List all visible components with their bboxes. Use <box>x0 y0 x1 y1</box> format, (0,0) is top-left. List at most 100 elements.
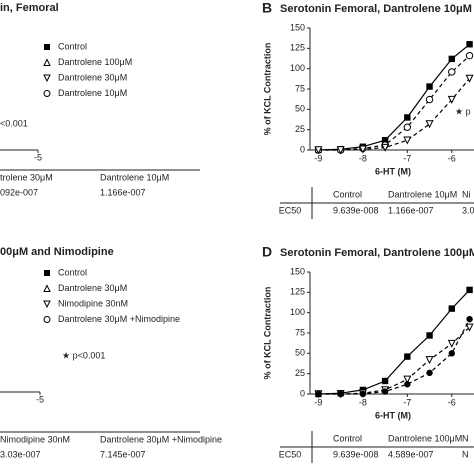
x-tick-label: -9 <box>314 153 322 163</box>
legend-icon <box>43 284 51 292</box>
y-tick-label: 125 <box>290 43 305 53</box>
data-point <box>426 369 433 377</box>
table-cell: 4.589e-007 <box>388 449 434 459</box>
legend-icon <box>43 316 51 323</box>
legend-label: Dantrolene 30μM <box>58 283 127 293</box>
table-cell: 3.03e-007 <box>0 449 41 459</box>
x-axis-label: 6-HT (M) <box>375 410 411 420</box>
data-point <box>466 41 473 48</box>
y-tick-label: 25 <box>295 124 305 134</box>
series-line <box>318 326 471 395</box>
y-tick-label: 100 <box>290 307 305 317</box>
y-tick-label: 75 <box>295 83 305 93</box>
annotation: <0.001 <box>0 118 28 128</box>
data-point <box>447 339 456 348</box>
data-point <box>465 51 474 60</box>
data-point <box>358 145 367 154</box>
y-tick-label: 75 <box>295 327 305 337</box>
y-tick-label: 50 <box>295 104 305 114</box>
data-point <box>465 323 474 332</box>
data-point <box>403 123 412 131</box>
x-tick-label: -6 <box>448 397 456 407</box>
y-tick-label: 50 <box>295 348 305 358</box>
data-point <box>448 305 455 312</box>
annotation: ★ p<0.001 <box>62 350 105 360</box>
series-line <box>318 78 471 151</box>
data-point <box>315 390 322 398</box>
legend-icon <box>43 58 51 66</box>
table-cell: N <box>462 449 469 459</box>
legend-icon <box>43 74 51 83</box>
y-tick-label: 25 <box>295 368 305 378</box>
table-cell: 9.639e-008 <box>333 205 379 215</box>
table-cell: 3.02 <box>462 205 474 215</box>
legend-icon <box>43 300 51 309</box>
x-tick-label: -7 <box>403 397 411 407</box>
panel-title: Serotonin Femoral, Dantrolene 100μM <box>280 247 474 259</box>
data-point <box>381 143 390 152</box>
panel-letter: D <box>262 244 272 260</box>
series-line <box>318 318 471 395</box>
table-cell: Control <box>333 189 362 199</box>
y-tick-label: 125 <box>290 287 305 297</box>
data-point <box>337 390 344 398</box>
table-cell: Nimodipine 30nM <box>0 434 70 444</box>
legend-icon <box>44 44 50 50</box>
data-point <box>425 95 434 104</box>
legend-label: Dantrolene 30μM <box>58 72 127 82</box>
data-point <box>381 377 389 385</box>
data-point <box>404 114 411 121</box>
data-point <box>359 390 367 398</box>
legend-label: Control <box>58 267 87 277</box>
table-cell: 9.639e-008 <box>333 449 379 459</box>
table-cell: EC50 <box>279 449 302 459</box>
table-cell: Dantrolene 100μM <box>388 433 462 443</box>
y-axis-label: % of KCL Contraction <box>262 287 272 380</box>
data-point <box>425 356 434 365</box>
table-cell: trolene 30μM <box>0 172 53 182</box>
annotation: ★ p <box>455 106 471 116</box>
legend-icon <box>44 270 50 276</box>
data-point <box>381 137 389 144</box>
legend-label: Nimodipine 30nM <box>58 298 128 308</box>
legend-label: Dantrolene 10μM <box>58 88 127 98</box>
data-point <box>426 332 433 339</box>
data-point <box>447 95 456 104</box>
y-tick-label: 0 <box>300 144 305 154</box>
data-point <box>465 74 474 83</box>
panel-title: Serotonin Femoral, Dantrolene 10μM <box>280 3 472 15</box>
y-tick-label: 150 <box>290 22 305 32</box>
data-point <box>448 55 455 63</box>
data-point <box>426 83 433 90</box>
x-tick-label: -6 <box>448 153 456 163</box>
table-cell: 1.166e-007 <box>100 187 146 197</box>
table-cell: N <box>462 433 469 443</box>
legend-icon <box>43 90 51 97</box>
x-tick-label: -7 <box>403 153 411 163</box>
x-axis-label: 6-HT (M) <box>375 166 411 176</box>
x-tick-label: -8 <box>359 397 367 407</box>
data-point <box>404 381 411 388</box>
panel-letter: B <box>262 0 272 16</box>
data-point <box>448 68 456 76</box>
legend-label: Dantrolene 30μM +Nimodipine <box>58 314 180 324</box>
data-point <box>403 136 412 145</box>
table-cell: Dantrolene 30μM +Nimodipine <box>100 434 222 444</box>
x-tick-label: -5 <box>34 152 42 162</box>
table-cell: Dantrolene 10μM <box>100 172 169 182</box>
data-point <box>403 375 412 384</box>
legend-label: Dantrolene 100μM <box>58 57 132 67</box>
y-axis-label: % of KCL Contraction <box>262 43 272 136</box>
table-cell: 7.145e-007 <box>100 449 146 459</box>
data-point <box>466 315 473 323</box>
table-cell: 092e-007 <box>0 187 38 197</box>
x-tick-label: -9 <box>314 397 322 407</box>
data-point <box>425 120 434 129</box>
table-cell: EC50 <box>279 205 302 215</box>
series-line <box>318 289 471 395</box>
data-point <box>404 353 411 360</box>
x-tick-label: -5 <box>36 394 44 404</box>
table-cell: 1.166e-007 <box>388 205 434 215</box>
data-point <box>466 286 473 294</box>
